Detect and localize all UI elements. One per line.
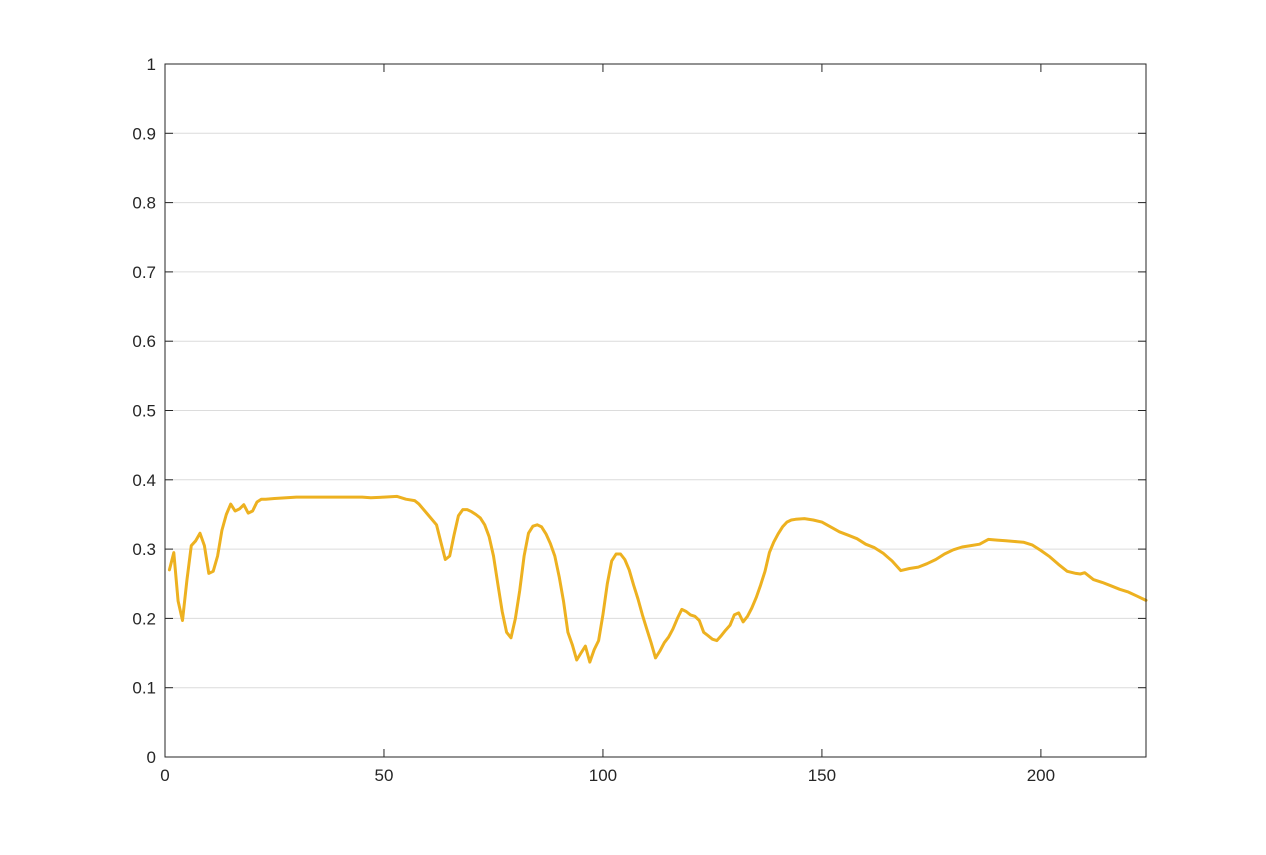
y-tick-label: 0.1	[132, 679, 156, 698]
gridlines	[165, 132, 1146, 689]
x-tick-label: 50	[375, 766, 394, 785]
y-tick-label: 1	[147, 55, 156, 74]
series-line	[167, 494, 1148, 664]
plot-frame	[164, 63, 1147, 758]
y-tick-label: 0.7	[132, 263, 156, 282]
x-tick-label: 0	[160, 766, 169, 785]
y-tick-label: 0.9	[132, 124, 156, 143]
y-tick-label: 0.6	[132, 332, 156, 351]
x-tick-label: 200	[1027, 766, 1055, 785]
y-tick-label: 0.4	[132, 471, 156, 490]
tick-labels: 0 0.1 0.2 0.3 0.4 0.5 0.6 0.7 0.8 0.9 1 0 50 100 150 20…	[132, 55, 1055, 785]
y-tick-label: 0.5	[132, 402, 156, 421]
series-layer	[167, 494, 1148, 664]
x-tick-label: 100	[589, 766, 617, 785]
y-tick-label: 0.2	[132, 609, 156, 628]
y-tick-label: 0	[147, 748, 156, 767]
y-tick-label: 0.8	[132, 194, 156, 213]
y-tick-label: 0.3	[132, 540, 156, 559]
x-tick-label: 150	[808, 766, 836, 785]
